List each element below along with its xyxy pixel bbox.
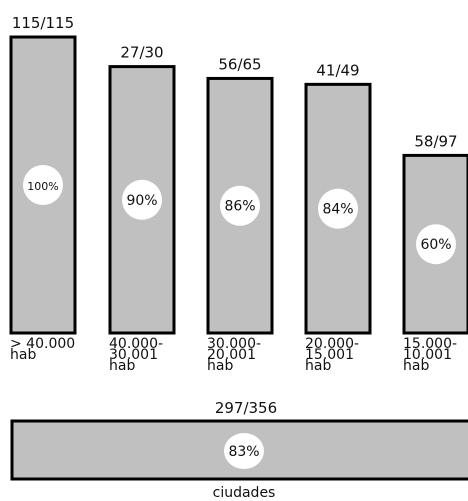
bar-group: 58/97 60% 15.000-10.001 hab bbox=[402, 132, 468, 374]
bar-count-label: 115/115 bbox=[12, 14, 74, 32]
category-label-line: hab bbox=[109, 358, 135, 374]
percent-circle bbox=[416, 224, 456, 265]
bar-percent-label: 90% bbox=[126, 193, 157, 209]
category-label-line: hab bbox=[10, 347, 36, 363]
bar-percent-label: 100% bbox=[27, 180, 58, 193]
bar-percent-label: 60% bbox=[420, 237, 451, 253]
category-label-line: 40.000- bbox=[109, 336, 163, 352]
percent-circle bbox=[318, 188, 358, 229]
category-label-line: > 40.000 bbox=[10, 336, 75, 352]
category-label-line: 30.001 bbox=[109, 347, 158, 363]
percent-circle bbox=[122, 179, 162, 220]
bar-count-label: 58/97 bbox=[414, 132, 457, 150]
bar-percent-label: 86% bbox=[224, 199, 255, 215]
category-label-line: 20.001 bbox=[207, 347, 256, 363]
category-label: 15.000-10.001 hab bbox=[403, 336, 457, 374]
bar-group: 115/115 100% > 40.000 hab bbox=[9, 14, 77, 363]
category-label: 30.000-20.001 hab bbox=[207, 336, 261, 374]
total-count-label: 297/356 bbox=[215, 399, 277, 417]
bar-percent-label: 84% bbox=[322, 202, 353, 218]
category-label-line: 20.000- bbox=[305, 336, 359, 352]
category-label: > 40.000 hab bbox=[10, 336, 75, 363]
bar bbox=[304, 82, 372, 335]
total-bar-group: 297/356 83% ciudades bbox=[10, 399, 468, 501]
total-percent-label: 83% bbox=[228, 444, 259, 460]
bar-count-label: 56/65 bbox=[218, 55, 261, 73]
total-caption-label: ciudades bbox=[213, 485, 276, 501]
bar-count-label: 41/49 bbox=[316, 61, 359, 79]
category-label: 20.000-15.001 hab bbox=[305, 336, 359, 374]
category-label-line: hab bbox=[207, 358, 233, 374]
category-label-line: hab bbox=[403, 358, 429, 374]
bar-count-label: 27/30 bbox=[120, 44, 163, 62]
category-label-line: 15.001 bbox=[305, 347, 354, 363]
category-label-line: hab bbox=[305, 358, 331, 374]
total-percent-circle bbox=[224, 433, 264, 469]
percent-circle bbox=[220, 185, 260, 226]
category-label-line: 30.000- bbox=[207, 336, 261, 352]
bar-group: 41/49 84% 20.000-15.001 hab bbox=[304, 61, 372, 374]
bar-group: 56/65 86% 30.000-20.001 hab bbox=[206, 55, 274, 374]
category-label: 40.000-30.001 hab bbox=[109, 336, 163, 374]
bar-group: 27/30 90% 40.000-30.001 hab bbox=[108, 44, 176, 374]
category-label-line: 15.000- bbox=[403, 336, 457, 352]
percent-circle bbox=[23, 165, 63, 205]
category-label-line: 10.001 bbox=[403, 347, 452, 363]
